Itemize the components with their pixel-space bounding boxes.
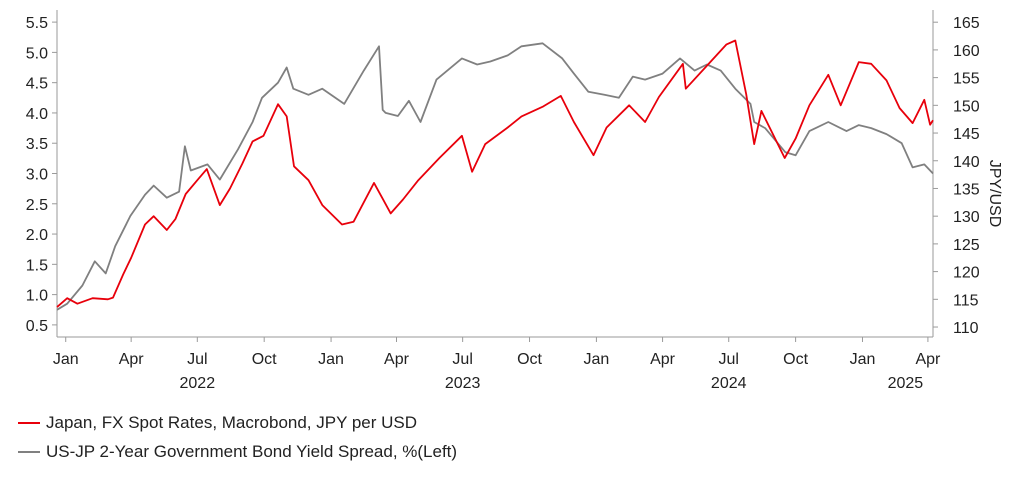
x-tick-label: Jan [53,351,79,368]
x-tick-label: Jul [718,351,738,368]
right-tick-label: 165 [953,15,980,32]
left-tick-label: 2.5 [26,197,48,214]
x-tick-label: Apr [384,351,410,368]
x-tick-label: Oct [783,351,808,368]
right-tick-label: 135 [953,181,980,198]
left-tick-label: 3.5 [26,136,48,153]
series-line-jpy [56,39,934,308]
legend-swatch-jpy [18,421,40,424]
right-tick-label: 145 [953,126,980,143]
x-tick-label: Jan [850,351,876,368]
x-tick-label: Jul [187,351,207,368]
right-tick-label: 155 [953,71,980,88]
x-tick-label: Oct [252,351,277,368]
legend-item-spread: US-JP 2-Year Government Bond Yield Sprea… [18,437,457,466]
x-tick-label: Oct [517,351,542,368]
right-tick-label: 140 [953,154,980,171]
left-tick-label: 0.5 [26,318,48,335]
left-tick-label: 2.0 [26,227,48,244]
series-line-spread [56,42,934,311]
right-tick-label: 120 [953,265,980,282]
right-tick-label: 110 [953,320,979,337]
x-tick-label: Apr [915,351,941,368]
x-tick-label: Apr [650,351,676,368]
left-tick-label: 5.0 [26,45,48,62]
x-year-label: 2025 [888,375,924,392]
left-tick-label: 5.5 [26,15,48,32]
right-tick-label: 160 [953,43,980,60]
legend-label-jpy: Japan, FX Spot Rates, Macrobond, JPY per… [46,412,418,432]
right-tick-label: 130 [953,209,980,226]
right-tick-label: 115 [953,292,979,309]
x-year-label: 2024 [711,375,747,392]
legend: Japan, FX Spot Rates, Macrobond, JPY per… [18,408,457,466]
x-tick-label: Jul [452,351,472,368]
right-tick-label: 150 [953,98,980,115]
left-tick-label: 3.0 [26,167,48,184]
x-tick-label: Jan [584,351,610,368]
right-axis-title: JPY/USD [986,160,1003,228]
x-year-label: 2023 [445,375,481,392]
legend-item-jpy: Japan, FX Spot Rates, Macrobond, JPY per… [18,408,457,437]
x-tick-label: Apr [119,351,145,368]
left-tick-label: 4.5 [26,76,48,93]
left-tick-label: 1.5 [26,257,48,274]
legend-swatch-spread [18,450,40,453]
line-chart: 0.5 1.0 1.5 2.0 2.5 3.0 3.5 4.0 4.5 5.0 5.5 110 115 1… [26,10,1003,392]
x-tick-label: Jan [318,351,344,368]
legend-label-spread: US-JP 2-Year Government Bond Yield Sprea… [46,441,458,461]
left-tick-label: 4.0 [26,106,48,123]
x-year-label: 2022 [180,375,216,392]
left-tick-label: 1.0 [26,288,48,305]
right-tick-label: 125 [953,237,980,254]
